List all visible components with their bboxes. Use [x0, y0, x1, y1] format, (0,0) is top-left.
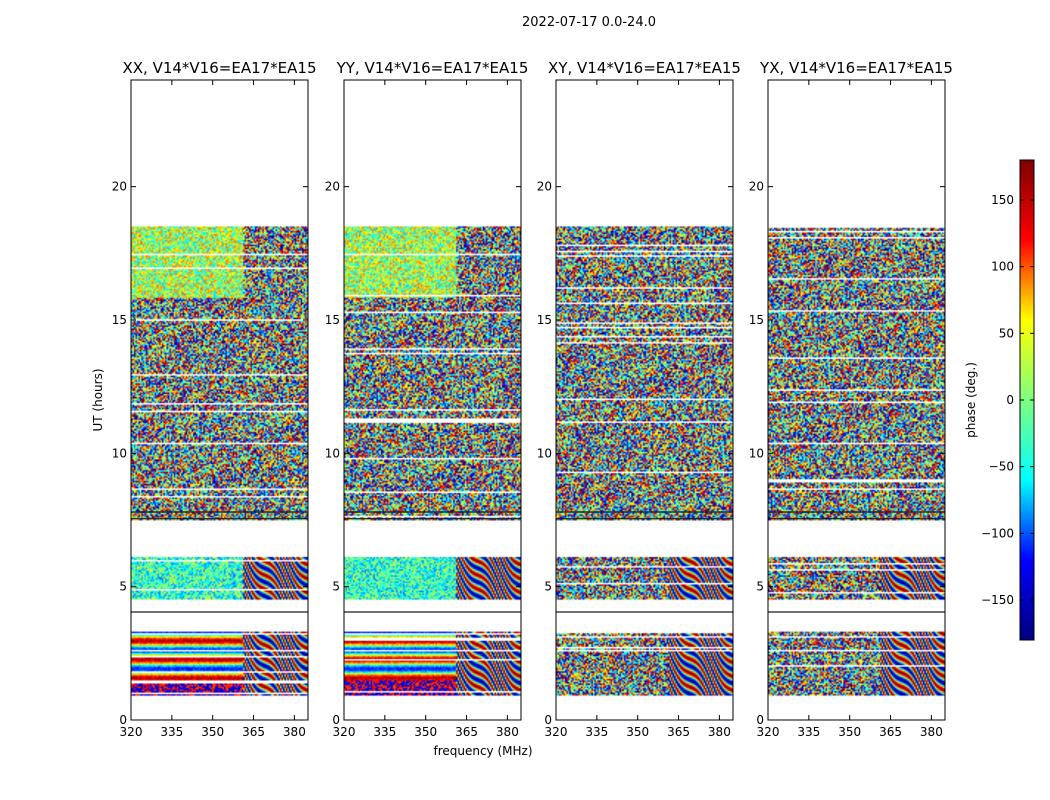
y-tick-label: 0	[544, 713, 552, 727]
y-tick-label: 15	[749, 313, 764, 327]
x-tick-label: 380	[708, 725, 731, 739]
figure-suptitle: 2022-07-17 0.0-24.0	[522, 15, 656, 30]
colorbar-tick-label: −100	[981, 526, 1014, 540]
y-tick-label: 10	[112, 446, 127, 460]
panel-frame	[555, 79, 734, 721]
colorbar-tick-label: −150	[981, 593, 1014, 607]
y-tick-label: 10	[325, 446, 340, 460]
y-tick-label: 0	[756, 713, 764, 727]
y-tick-label: 5	[756, 580, 764, 594]
colorbar: phase (deg.) 150 100 50 0 −50 −100 −150	[964, 159, 1035, 641]
x-tick-label: 380	[496, 725, 519, 739]
colorbar-tick-label: 100	[991, 260, 1014, 274]
x-tick-label: 335	[585, 725, 608, 739]
y-tick-label: 10	[537, 446, 552, 460]
colorbar-tick-label: 50	[999, 326, 1014, 340]
phase-heatmap-3	[556, 80, 733, 720]
y-tick-label: 15	[537, 313, 552, 327]
panel-frame	[767, 79, 946, 721]
x-tick-label: 335	[373, 725, 396, 739]
x-tick-label: 320	[120, 725, 143, 739]
panel-title-1: XX, V14*V16=EA17*EA15	[122, 59, 316, 77]
y-tick-label: 10	[749, 446, 764, 460]
panel-4: YX, V14*V16=EA17*EA15 320 335 350 365 380 0 5 10…	[749, 59, 953, 739]
panel-title-2: YY, V14*V16=EA17*EA15	[336, 59, 529, 77]
y-tick-label: 20	[749, 180, 764, 194]
y-tick-label: 0	[332, 713, 340, 727]
x-tick-label: 365	[455, 725, 478, 739]
y-tick-label: 20	[112, 180, 127, 194]
phase-heatmap-2	[344, 80, 521, 720]
x-tick-label: 380	[920, 725, 943, 739]
x-tick-label: 350	[414, 725, 437, 739]
colorbar-tick-label: 0	[1006, 393, 1014, 407]
phase-heatmap-4	[768, 80, 945, 720]
x-tick-label: 320	[757, 725, 780, 739]
y-tick-label: 5	[544, 580, 552, 594]
panel-frame	[130, 79, 309, 721]
x-tick-label: 380	[283, 725, 306, 739]
y-tick-label: 0	[119, 713, 127, 727]
x-axis-label: frequency (MHz)	[433, 744, 532, 758]
x-tick-label: 335	[160, 725, 183, 739]
panel-1: XX, V14*V16=EA17*EA15 320 335 350 365 380 0 5 10…	[112, 59, 317, 739]
y-tick-label: 20	[325, 180, 340, 194]
y-tick-label: 15	[112, 313, 127, 327]
y-tick-label: 20	[537, 180, 552, 194]
panel-3: XY, V14*V16=EA17*EA15 320 335 350 365 380 0 5 10…	[537, 59, 741, 739]
phase-heatmap-1	[131, 80, 308, 720]
colorbar-tick-label: −50	[989, 460, 1014, 474]
colorbar-tick-label: 150	[991, 193, 1014, 207]
x-tick-label: 350	[201, 725, 224, 739]
panel-title-3: XY, V14*V16=EA17*EA15	[548, 59, 741, 77]
panel-title-4: YX, V14*V16=EA17*EA15	[759, 59, 953, 77]
y-tick-label: 5	[119, 580, 127, 594]
x-tick-label: 350	[838, 725, 861, 739]
x-tick-label: 365	[242, 725, 265, 739]
y-axis-label: UT (hours)	[91, 368, 105, 431]
x-tick-label: 365	[879, 725, 902, 739]
x-tick-label: 350	[626, 725, 649, 739]
x-tick-label: 320	[333, 725, 356, 739]
y-tick-label: 15	[325, 313, 340, 327]
y-tick-label: 5	[332, 580, 340, 594]
colorbar-label: phase (deg.)	[964, 362, 978, 438]
panel-frame	[343, 79, 522, 721]
x-tick-label: 365	[667, 725, 690, 739]
panel-2: YY, V14*V16=EA17*EA15 320 335 350 365 380 0 5 10…	[325, 59, 529, 739]
x-tick-label: 335	[797, 725, 820, 739]
x-tick-label: 320	[545, 725, 568, 739]
